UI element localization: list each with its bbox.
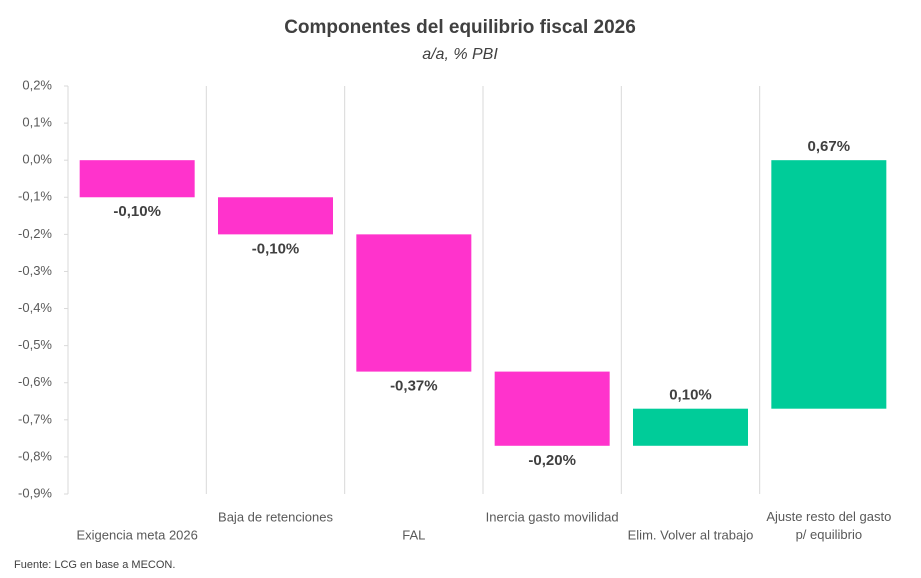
bar xyxy=(218,197,333,235)
bar xyxy=(494,371,610,446)
y-tick-label: -0,5% xyxy=(18,337,52,352)
bar xyxy=(356,234,472,372)
bar xyxy=(633,408,748,446)
y-tick-label: -0,8% xyxy=(18,448,52,463)
y-tick-label: 0,1% xyxy=(22,115,52,130)
value-label: -0,10% xyxy=(113,203,161,220)
y-tick-label: -0,9% xyxy=(18,485,52,500)
value-label: -0,10% xyxy=(252,240,300,257)
y-tick-label: -0,2% xyxy=(18,226,52,241)
value-label: 0,67% xyxy=(808,138,851,155)
value-label: 0,10% xyxy=(669,387,712,404)
source-note: Fuente: LCG en base a MECON. xyxy=(14,559,175,571)
x-tick-label: Exigencia meta 2026 xyxy=(76,527,197,542)
bar xyxy=(79,160,195,198)
x-tick-label: Baja de retenciones xyxy=(218,509,333,524)
y-tick-label: 0,2% xyxy=(22,77,52,92)
value-label: -0,20% xyxy=(528,452,576,469)
x-tick-label: Ajuste resto del gasto p/ equilibrio xyxy=(766,509,891,542)
y-tick-label: -0,3% xyxy=(18,263,52,278)
chart-subtitle: a/a, % PBI xyxy=(422,46,498,63)
y-tick-label: -0,7% xyxy=(18,411,52,426)
x-tick-label: Elim. Volver al trabajo xyxy=(628,527,754,542)
y-tick-label: -0,6% xyxy=(18,374,52,389)
chart-title: Componentes del equilibrio fiscal 2026 xyxy=(284,17,636,38)
y-tick-label: -0,4% xyxy=(18,300,52,315)
x-tick-label: Inercia gasto movilidad xyxy=(486,509,619,524)
bar xyxy=(771,160,887,409)
value-label: -0,37% xyxy=(390,378,438,395)
y-tick-label: 0,0% xyxy=(22,152,52,167)
x-tick-label: FAL xyxy=(402,527,425,542)
y-tick-label: -0,1% xyxy=(18,189,52,204)
